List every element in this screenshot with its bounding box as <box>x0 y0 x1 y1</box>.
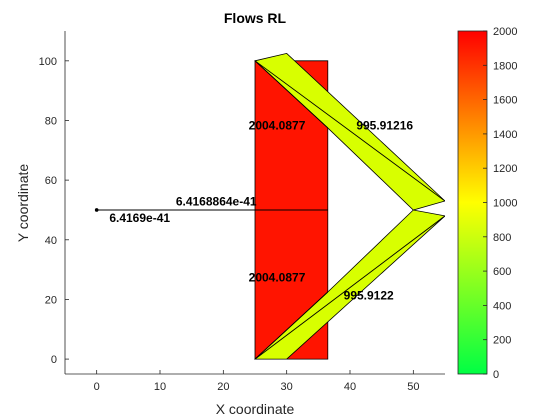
colorbar-tick-label: 0 <box>493 369 499 381</box>
y-tick-label: 20 <box>45 294 57 306</box>
colorbar: 0 200 400 600 800 1000 1200 1400 1600 1800 2000 <box>457 26 517 381</box>
label-rect-upper: 2004.0877 <box>249 118 306 132</box>
label-origin: 6.4169e-41 <box>109 211 170 225</box>
label-rect-lower: 2004.0877 <box>249 271 306 285</box>
x-tick-label: 40 <box>344 381 356 393</box>
x-tick-label: 0 <box>94 381 100 393</box>
label-arm-upper: 995.91216 <box>356 118 413 132</box>
x-tick-label: 30 <box>281 381 293 393</box>
y-tick-label: 0 <box>51 354 57 366</box>
x-tick-label: 20 <box>217 381 229 393</box>
y-axis-label: Y coordinate <box>15 164 31 243</box>
origin-point <box>94 208 99 212</box>
colorbar-tick-label: 1000 <box>493 198 517 210</box>
upper-arm-edge <box>254 60 445 202</box>
colorbar-tick-label: 600 <box>493 266 511 278</box>
colorbar-tick-label: 1400 <box>493 129 517 141</box>
diagonal-upper-rect <box>254 60 329 129</box>
y-tick-label: 60 <box>45 175 57 187</box>
x-tick-label: 10 <box>154 381 166 393</box>
chart-title: Flows RL <box>224 10 287 26</box>
plot-content <box>94 52 445 360</box>
colorbar-tick-label: 1200 <box>493 163 517 175</box>
x-tick-label: 50 <box>407 381 419 393</box>
colorbar-tick-label: 2000 <box>493 26 517 38</box>
colorbar-tick-label: 1600 <box>493 95 517 107</box>
diagonal-lower-rect <box>254 291 329 360</box>
y-tick-label: 40 <box>45 235 57 247</box>
label-arm-lower: 995.9122 <box>344 288 394 302</box>
colorbar-tick-label: 800 <box>493 232 511 244</box>
lower-arm-edge <box>254 215 445 360</box>
y-tick-label: 80 <box>45 115 57 127</box>
label-flow-line: 6.4168864e-41 <box>176 194 257 208</box>
y-tick-label: 100 <box>39 56 57 68</box>
colorbar-tick-label: 400 <box>493 300 511 312</box>
colorbar-tick-label: 1800 <box>493 60 517 72</box>
colorbar-gradient <box>457 30 488 375</box>
plot-layer: 2004.0877 995.91216 2004.0877 995.9122 6.416… <box>39 31 445 393</box>
x-axis-label: X coordinate <box>216 401 295 417</box>
colorbar-tick-label: 200 <box>493 335 511 347</box>
